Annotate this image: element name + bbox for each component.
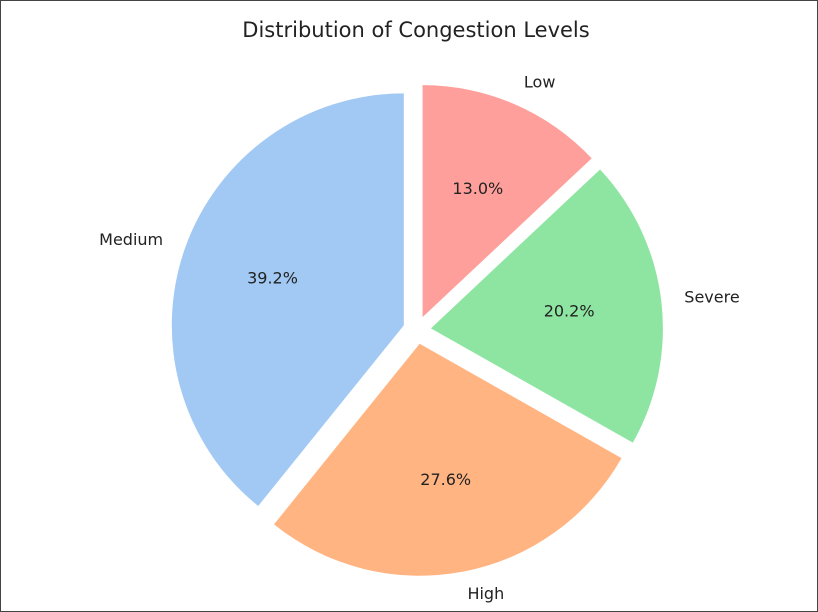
chart-title: Distribution of Congestion Levels — [242, 18, 589, 42]
pie-slice — [171, 93, 404, 506]
pie-slice — [273, 343, 622, 576]
value-label: 13.0% — [452, 179, 503, 198]
slice-label: Low — [524, 72, 556, 91]
value-label: 39.2% — [247, 269, 298, 288]
slice-label: Severe — [684, 287, 739, 306]
slice-label: Medium — [99, 230, 163, 249]
pie-slice — [422, 85, 592, 318]
slice-label: High — [467, 584, 504, 603]
value-label: 27.6% — [420, 470, 471, 489]
value-label: 20.2% — [544, 301, 595, 320]
pie-slice — [430, 169, 663, 443]
